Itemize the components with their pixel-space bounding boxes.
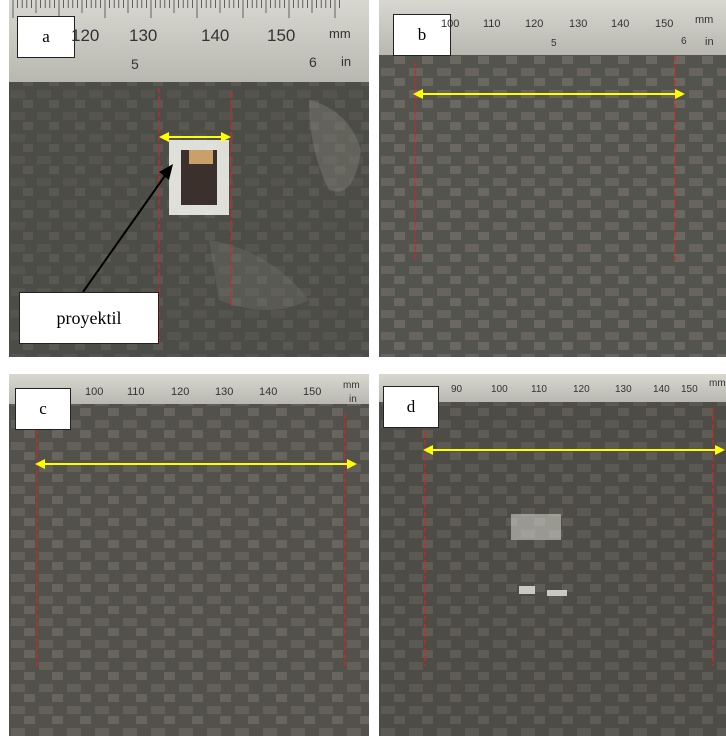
panel-c-ruler-120: 120 [171,386,190,398]
panel-a-inch-5: 5 [131,56,139,72]
panel-a-label: a [17,16,75,58]
panel-a-ruler-130: 130 [129,26,158,45]
panel-c-label: c [15,388,71,430]
panel-d-unit-mm: mm [709,378,726,389]
panel-b-ruler-130: 130 [569,18,588,30]
panel-a-unit-in: in [341,54,352,69]
panel-a-ruler-150: 150 [267,26,296,45]
panel-b-photo [379,0,726,357]
panel-b-unit-mm: mm [695,14,714,26]
panel-c: c 100 110 120 130 140 150 mm 5 6 in [9,374,369,736]
panel-c-ruler-150: 150 [303,386,322,398]
panel-b-ruler-150: 150 [655,18,674,30]
panel-b: b 100 110 120 130 140 150 mm 5 6 in [379,0,726,357]
panel-c-ruler-110: 110 [127,386,145,398]
panel-d-ruler-130: 130 [615,384,632,395]
panel-d-ruler-100: 100 [491,384,508,395]
panel-d-ruler-150: 150 [681,384,698,395]
panel-b-inch-5: 5 [551,38,557,49]
panel-d-label: d [383,386,439,428]
panel-d-ruler-110: 110 [531,384,547,395]
panel-c-unit-in: in [349,394,357,405]
panel-c-ruler-140: 140 [259,386,278,398]
ruler-ticks-a [12,0,341,18]
panel-d-ruler-140: 140 [653,384,670,395]
panel-c-unit-mm: mm [343,380,360,391]
panel-b-unit-in: in [705,36,714,48]
panel-a-photo [9,0,369,357]
panel-c-photo [9,374,369,736]
panel-a: a 120 130 140 150 mm 5 6 in proyektil [9,0,369,357]
panel-c-ruler-100: 100 [85,386,104,398]
panel-b-ruler-100: 100 [441,18,460,30]
panel-d: d 90 100 110 120 130 140 150 mm 5 6 in [379,374,726,736]
panel-b-label: b [393,14,451,56]
panel-a-ruler-120: 120 [71,26,100,45]
panel-c-ruler-130: 130 [215,386,234,398]
panel-b-inch-6: 6 [681,36,687,47]
projectile-callout: proyektil [19,292,159,344]
panel-d-ruler-90: 90 [451,384,463,395]
panel-d-photo [379,374,726,736]
panel-b-ruler-120: 120 [525,18,544,30]
panel-b-ruler-140: 140 [611,18,630,30]
panel-b-ruler-110: 110 [483,18,501,30]
panel-a-unit-mm: mm [329,26,351,41]
panel-a-ruler-140: 140 [201,26,230,45]
panel-a-inch-6: 6 [309,54,317,70]
panel-d-ruler-120: 120 [573,384,590,395]
